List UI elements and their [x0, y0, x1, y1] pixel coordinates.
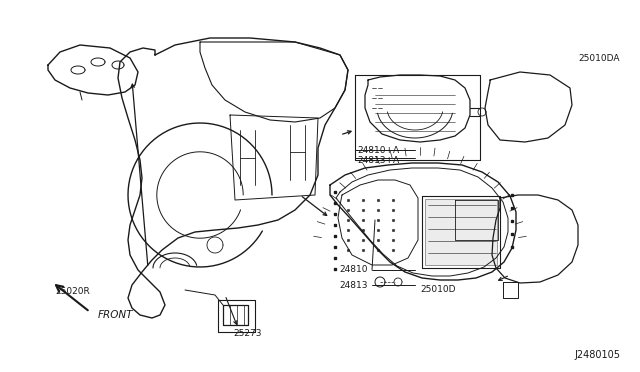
Text: 24813: 24813	[339, 280, 368, 289]
Text: 25273: 25273	[234, 330, 262, 339]
Text: FRONT: FRONT	[98, 310, 134, 320]
Text: 25020R: 25020R	[55, 288, 90, 296]
Text: 25010D: 25010D	[420, 285, 456, 295]
Bar	[425, 199, 497, 265]
Text: 24813+A: 24813+A	[357, 155, 399, 164]
Text: 25010DA: 25010DA	[578, 54, 620, 62]
Text: 24810+A: 24810+A	[357, 145, 399, 154]
Text: 24810: 24810	[339, 266, 368, 275]
Text: J2480105: J2480105	[574, 350, 620, 360]
